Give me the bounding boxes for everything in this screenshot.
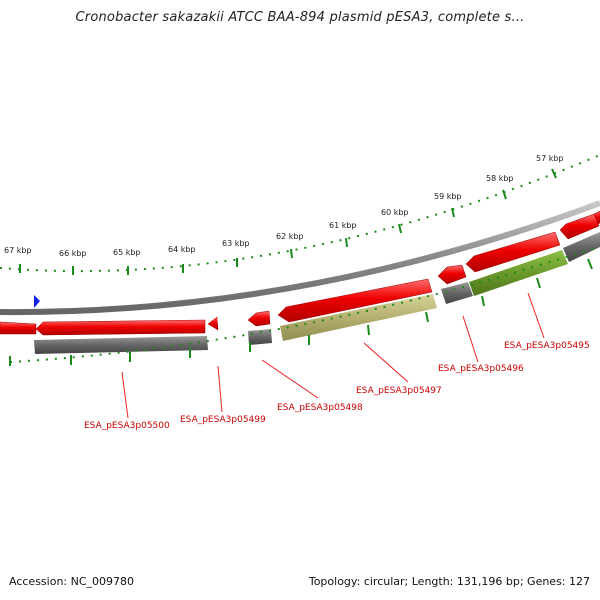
scale-label: 66 kbp bbox=[59, 249, 87, 258]
gene-block[interactable] bbox=[441, 282, 473, 304]
origin-marker-icon[interactable] bbox=[34, 295, 40, 308]
scale-label: 62 kbp bbox=[276, 232, 304, 241]
gene-block[interactable] bbox=[34, 336, 208, 354]
callout-lines bbox=[121, 292, 545, 419]
scale-label: 67 kbp bbox=[4, 246, 32, 255]
scale-label: 63 kbp bbox=[222, 239, 250, 248]
scale-label: 64 kbp bbox=[168, 245, 196, 254]
inner-scale-dots bbox=[9, 245, 600, 363]
scale-label: 57 kbp bbox=[536, 154, 564, 163]
accession-text: Accession: NC_009780 bbox=[9, 575, 135, 588]
outer-scale-ticks bbox=[19, 168, 557, 275]
gene-block[interactable] bbox=[469, 250, 568, 296]
gene-arrow[interactable] bbox=[593, 210, 600, 225]
scale-label: 59 kbp bbox=[434, 192, 462, 201]
gene-arrow[interactable] bbox=[465, 231, 561, 273]
gene-arrow[interactable] bbox=[247, 310, 271, 327]
summary-text: Topology: circular; Length: 131,196 bp; … bbox=[308, 575, 590, 588]
gene-block[interactable] bbox=[248, 329, 272, 345]
gene-label[interactable]: ESA_pESA3p05500 bbox=[84, 421, 170, 431]
forward-strand bbox=[0, 210, 600, 336]
scale-labels: 67 kbp 66 kbp 65 kbp 64 kbp 63 kbp 62 kb… bbox=[4, 154, 564, 258]
gene-block[interactable] bbox=[563, 232, 600, 262]
gene-arrow[interactable] bbox=[0, 321, 37, 335]
gene-arrow[interactable] bbox=[35, 319, 206, 336]
inner-scale-ticks bbox=[9, 258, 593, 366]
map-title: Cronobacter sakazakii ATCC BAA-894 plasm… bbox=[75, 10, 525, 25]
gene-label[interactable]: ESA_pESA3p05496 bbox=[438, 364, 524, 374]
gene-block[interactable] bbox=[280, 294, 437, 341]
backbone-ring bbox=[0, 200, 600, 316]
gene-arrow[interactable] bbox=[437, 264, 467, 285]
scale-label: 58 kbp bbox=[486, 174, 514, 183]
scale-label: 65 kbp bbox=[113, 248, 141, 257]
scale-label: 61 kbp bbox=[329, 221, 357, 230]
gene-arrow[interactable] bbox=[207, 316, 219, 331]
gene-label[interactable]: ESA_pESA3p05495 bbox=[504, 341, 590, 351]
reverse-strand bbox=[34, 232, 600, 354]
gene-label[interactable]: ESA_pESA3p05498 bbox=[277, 403, 363, 413]
gene-labels: ESA_pESA3p05500 ESA_pESA3p05499 ESA_pESA… bbox=[84, 341, 590, 431]
gene-label[interactable]: ESA_pESA3p05499 bbox=[180, 415, 266, 425]
scale-label: 60 kbp bbox=[381, 208, 409, 217]
gene-arrow[interactable] bbox=[277, 278, 433, 323]
gene-label[interactable]: ESA_pESA3p05497 bbox=[356, 386, 442, 396]
